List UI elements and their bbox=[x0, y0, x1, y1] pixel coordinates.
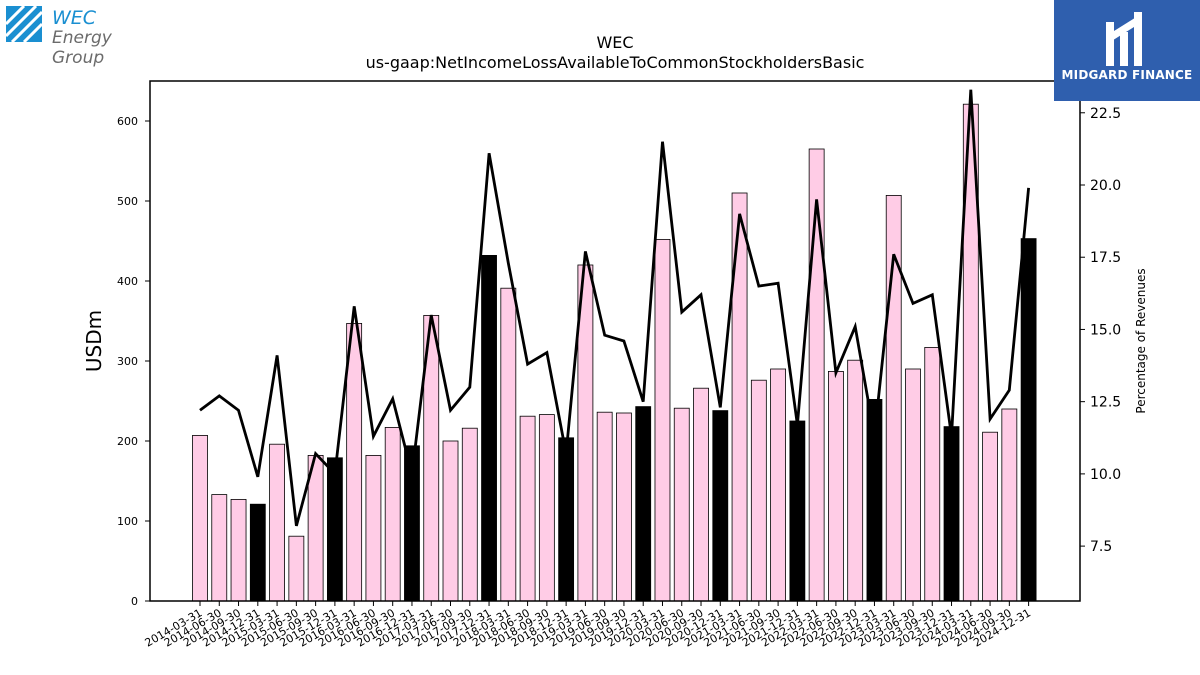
bar bbox=[673, 407, 690, 602]
bar bbox=[538, 414, 555, 602]
bar bbox=[596, 411, 613, 602]
y2-tick-label: 20.0 bbox=[1090, 178, 1121, 194]
y2-tick-label: 7.5 bbox=[1090, 539, 1112, 555]
bar bbox=[693, 387, 709, 602]
bar-series bbox=[192, 103, 1037, 602]
wec-logo-icon bbox=[6, 6, 42, 42]
bar bbox=[750, 379, 767, 602]
bar bbox=[982, 431, 998, 602]
chart-subtitle: us-gaap:NetIncomeLossAvailableToCommonSt… bbox=[366, 53, 865, 72]
bar bbox=[384, 426, 401, 602]
bar bbox=[558, 437, 575, 602]
plot-frame bbox=[149, 80, 1081, 602]
bar bbox=[828, 370, 844, 602]
bar bbox=[288, 535, 305, 602]
bar bbox=[269, 443, 285, 602]
y-tick-label: 0 bbox=[131, 595, 138, 608]
bar bbox=[712, 410, 729, 602]
bar bbox=[326, 457, 343, 602]
bar bbox=[211, 494, 228, 602]
y-axis-label: USDm bbox=[82, 310, 106, 372]
bar bbox=[924, 346, 941, 602]
company-logo: WEC Energy Group bbox=[6, 6, 166, 68]
bar bbox=[616, 412, 632, 602]
y2-tick-label: 10.0 bbox=[1090, 467, 1121, 483]
y-tick-label: 400 bbox=[117, 275, 138, 288]
bar bbox=[192, 434, 208, 602]
bar bbox=[481, 254, 497, 602]
y2-tick-label: 12.5 bbox=[1090, 395, 1121, 411]
bar bbox=[1001, 408, 1018, 602]
bar bbox=[905, 368, 921, 602]
y2-tick-label: 22.5 bbox=[1090, 106, 1121, 122]
bar bbox=[249, 503, 266, 602]
bar bbox=[654, 238, 671, 602]
bar bbox=[635, 406, 652, 602]
bar bbox=[365, 454, 382, 602]
revenue-percentage-line bbox=[199, 89, 1030, 527]
bar bbox=[346, 322, 363, 602]
y-tick-label: 300 bbox=[117, 355, 138, 368]
bar bbox=[442, 440, 459, 602]
y2-tick-label: 17.5 bbox=[1090, 250, 1121, 266]
y-tick-label: 200 bbox=[117, 435, 138, 448]
y-tick-label: 600 bbox=[117, 115, 138, 128]
bar bbox=[943, 426, 960, 602]
company-name-line1: WEC bbox=[52, 7, 97, 29]
bar bbox=[230, 498, 247, 602]
bar bbox=[789, 420, 806, 602]
y2-axis-label: Percentage of Revenues bbox=[1134, 268, 1148, 413]
bar bbox=[461, 427, 478, 602]
chart-title: WEC bbox=[596, 33, 633, 52]
bar bbox=[1020, 238, 1037, 602]
y-tick-label: 100 bbox=[117, 515, 138, 528]
publisher-name: MIDGARD FINANCE bbox=[1061, 68, 1193, 82]
company-name-line2: Energy Group bbox=[52, 28, 112, 68]
publisher-logo: MIDGARD FINANCE bbox=[1054, 0, 1200, 101]
y2-tick-label: 15.0 bbox=[1090, 322, 1121, 338]
bar bbox=[770, 368, 786, 602]
y-tick-label: 500 bbox=[117, 195, 138, 208]
bar bbox=[808, 148, 825, 602]
bar bbox=[519, 415, 536, 602]
right-axis-ticks: 7.5 10.0 12.5 15.0 17.5 20.0 22.5 bbox=[1080, 106, 1121, 555]
left-axis-ticks: 0 100 200 300 400 500 600 bbox=[117, 115, 150, 608]
x-axis-ticks: 2014-03-312014-06-302014-09-302014-12-31… bbox=[143, 601, 1033, 650]
bar bbox=[500, 287, 517, 602]
publisher-mark-icon bbox=[1106, 12, 1142, 66]
bar bbox=[847, 359, 864, 602]
